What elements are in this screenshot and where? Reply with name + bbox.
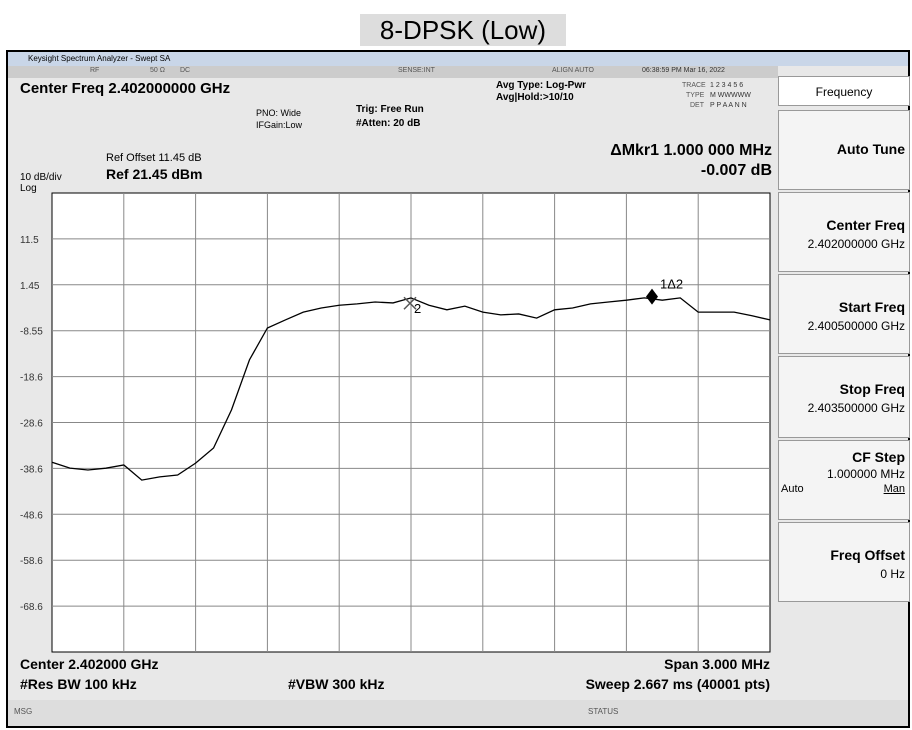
ifgain: IFGain:Low [256,120,303,130]
scale-type: Log [20,183,37,194]
avg-hold: Avg|Hold:>10/10 [496,92,574,103]
trace-nums: 1 2 3 4 5 6 [710,82,744,89]
menu-left: Auto [781,483,804,495]
menu-label: Freq Offset [830,547,905,563]
msg: MSG [14,707,33,716]
y-tick-label: -58.6 [20,556,43,567]
menu-value: 0 Hz [880,567,905,581]
menu-value: 2.403500000 GHz [807,401,905,415]
y-tick-label: 1.45 [20,281,40,292]
window-title: Keysight Spectrum Analyzer - Swept SA [8,52,908,66]
footer-span: Span 3.000 MHz [664,656,770,672]
ref-offset: Ref Offset 11.45 dB [106,152,202,164]
det-vals: P P A A N N [710,102,747,109]
y-tick-label: -18.6 [20,373,43,384]
y-tick-label: -48.6 [20,510,43,521]
menu-button[interactable]: CF Step 1.000000 MHz Auto Man [778,440,910,520]
footer-rbw: #Res BW 100 kHz [20,676,137,692]
atten: #Atten: 20 dB [356,118,421,129]
menu-button[interactable]: Center Freq 2.402000000 GHz [778,192,910,272]
trig: Trig: Free Run [356,104,424,115]
footer-vbw: #VBW 300 kHz [288,676,385,692]
trace-label: TRACE [682,82,706,89]
marker-label: 1Δ2 [660,277,683,292]
pno: PNO: Wide [256,108,302,118]
menu-value: 2.402000000 GHz [807,237,905,251]
menu-button[interactable]: Start Freq 2.400500000 GHz [778,274,910,354]
menu-value: 2.400500000 GHz [807,319,905,333]
menu-label: Start Freq [838,299,905,315]
menu-title-text: Frequency [815,85,873,99]
marker-value: -0.007 dB [700,162,772,179]
det-label: DET [690,102,704,109]
center-freq: Center Freq 2.402000000 GHz [20,80,231,97]
message-bar [8,700,908,726]
sense: SENSE:INT [398,67,435,74]
menu-label: Auto Tune [836,141,905,157]
plot-layer: 11.5 1.45 -8.55 -18.6 -28.6 -38.6 -48.6 -58.6 -6… [20,235,771,613]
menu-title: Frequency [778,76,910,106]
menu-button[interactable]: Auto Tune [778,110,910,190]
marker [646,288,658,305]
y-tick-label: 11.5 [20,235,39,246]
marker-readout: ΔMkr1 1.000 000 MHz [610,142,772,159]
menu-button[interactable]: Freq Offset 0 Hz [778,522,910,602]
menu-value: 1.000000 MHz [826,467,905,481]
rf: RF [90,67,100,74]
status: STATUS [588,707,619,716]
scale: 10 dB/div [20,172,62,183]
menu-label: CF Step [852,449,905,465]
menu-right: Man [883,483,905,495]
footer-sweep: Sweep 2.667 ms (40001 pts) [585,676,770,692]
align: ALIGN AUTO [552,67,594,74]
type-vals: M WWWWW [710,92,751,99]
page-title: 8-DPSK (Low) [360,14,566,46]
y-tick-label: -28.6 [20,419,43,430]
impedance: 50 Ω [150,67,165,74]
type-label: TYPE [686,92,705,99]
menu-label: Center Freq [826,217,905,233]
menu-button[interactable]: Stop Freq 2.403500000 GHz [778,356,910,438]
y-tick-label: -8.55 [20,327,43,338]
marker [403,296,417,310]
ref-level: Ref 21.45 dBm [106,166,203,182]
datetime: 06:38:59 PM Mar 16, 2022 [642,67,725,74]
y-tick-label: -38.6 [20,464,43,475]
marker-label: 2 [414,301,421,316]
coupling: DC [180,67,191,74]
footer-center: Center 2.402000 GHz [20,656,159,672]
menu-label: Stop Freq [839,381,905,397]
y-tick-label: -68.6 [20,602,43,613]
status-strip [8,66,778,78]
avg-type: Avg Type: Log-Pwr [496,80,586,91]
